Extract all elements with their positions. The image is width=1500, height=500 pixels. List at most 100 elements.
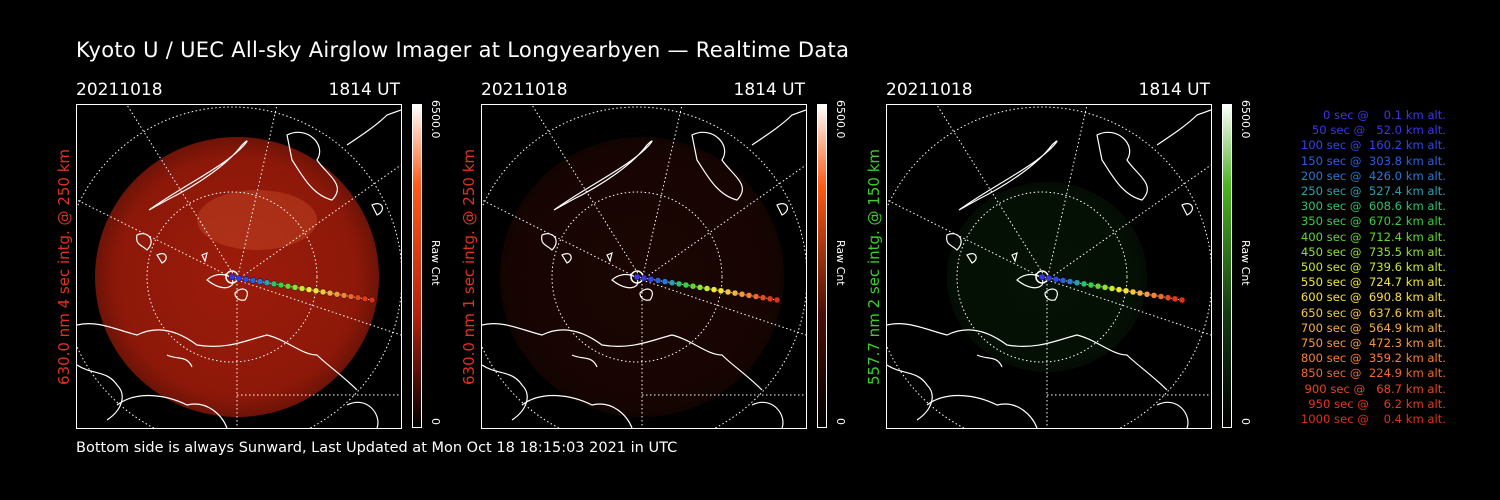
allsky-image [76,104,402,429]
colorbar-unit-label: Raw Cnt [429,240,442,286]
allsky-map-svg [887,105,1211,428]
panel-date: 20211018 [76,80,163,100]
trajectory-point [724,288,732,296]
coordinate-grid [482,105,806,428]
legend-row: 100 sec @ 160.2 km alt. [1297,138,1446,153]
trajectory-point [1094,282,1102,290]
legend-row: 300 sec @ 608.6 km alt. [1297,199,1446,214]
legend-row: 650 sec @ 637.6 km alt. [1297,305,1446,320]
trajectory-point [1157,293,1165,300]
allsky-image [886,104,1212,429]
colorbar-min-label: 0 [429,418,442,425]
trajectory-point [759,294,767,301]
trajectory-track [225,270,376,304]
trajectory-point [1129,288,1137,296]
airglow-bright-patch [197,190,317,250]
colorbar [1222,104,1232,428]
trajectory-point [745,292,753,299]
legend-row: 600 sec @ 690.8 km alt. [1297,290,1446,305]
legend-row: 950 sec @ 6.2 km alt. [1304,396,1446,411]
trajectory-point [354,294,362,301]
trajectory-point [242,276,250,283]
trajectory-point [1150,292,1158,299]
trajectory-point [361,295,369,303]
trajectory-point [1101,284,1109,291]
trajectory-point [1115,286,1123,293]
allsky-map-svg [482,105,806,428]
trajectory-point [1080,280,1088,288]
trajectory-point [298,285,306,292]
coastline-outline [482,109,806,428]
trajectory-point [319,288,327,296]
trajectory-point [305,286,313,293]
colorbar-max-label: 6500.0 [834,100,847,139]
panel-side-label: 630.0 nm 1 sec intg. @ 250 km [459,104,479,430]
trajectory-point [291,284,299,291]
trajectory-point [347,293,355,300]
trajectory-point [326,289,334,297]
allsky-image [481,104,807,429]
trajectory-point [1171,295,1179,303]
trajectory-point [1052,276,1060,283]
legend-row: 700 sec @ 564.9 km alt. [1297,320,1446,335]
coordinate-grid [887,105,1211,428]
trajectory-legend: 0 sec @ 0.1 km alt. 50 sec @ 52.0 km alt… [1262,108,1446,427]
legend-row: 800 sec @ 359.2 km alt. [1297,351,1446,366]
trajectory-point [235,274,243,282]
legend-row: 200 sec @ 426.0 km alt. [1297,168,1446,183]
trajectory-point [682,281,690,289]
trajectory-point [1136,289,1144,297]
legend-row: 900 sec @ 68.7 km alt. [1300,381,1446,396]
panel-557-2sec: 20211018 1814 UT 557.7 nm 2 sec intg. @ … [865,80,1286,430]
trajectory-point [703,285,711,292]
trajectory-point [1066,278,1074,285]
panel-date: 20211018 [481,80,568,100]
trajectory-point [333,291,341,298]
trajectory-point [640,274,648,282]
trajectory-point [661,278,669,285]
trajectory-point [1038,273,1046,281]
trajectory-point [1059,277,1067,284]
colorbar-max-label: 6500.0 [429,100,442,139]
legend-row: 150 sec @ 303.8 km alt. [1297,153,1446,168]
trajectory-point [1178,296,1186,304]
coastline-outline [77,109,401,428]
legend-row: 0 sec @ 0.1 km alt. [1311,108,1446,122]
panel-630-4sec: 20211018 1814 UT 630.0 nm 4 sec intg. @ … [55,80,476,430]
panel-date: 20211018 [886,80,973,100]
trajectory-point [1073,279,1081,286]
trajectory-point [1122,287,1130,295]
trajectory-track [1035,270,1186,304]
colorbar-min-label: 0 [834,418,847,425]
colorbar-unit-label: Raw Cnt [1239,240,1252,286]
legend-row: 850 sec @ 224.9 km alt. [1297,366,1446,381]
trajectory-point [256,278,264,285]
panel-side-label: 630.0 nm 4 sec intg. @ 250 km [54,104,74,430]
trajectory-point [1164,294,1172,301]
page-title: Kyoto U / UEC All-sky Airglow Imager at … [76,38,850,62]
trajectory-point [696,284,704,291]
trajectory-point [654,277,662,284]
wavelength-label: 630.0 nm 1 sec intg. @ 250 km [460,148,478,386]
trajectory-point [263,279,271,286]
trajectory-point [752,293,760,300]
trajectory-point [284,282,292,290]
trajectory-point [1108,285,1116,292]
trajectory-point [675,280,683,288]
legend-row: 500 sec @ 739.6 km alt. [1297,260,1446,275]
panel-time: 1814 UT [733,80,806,100]
coordinate-grid [77,105,401,428]
panel-630-1sec: 20211018 1814 UT 630.0 nm 1 sec intg. @ … [460,80,881,430]
allsky-map-svg [77,105,401,428]
trajectory-point [731,289,739,297]
trajectory-point [738,291,746,298]
panel-time: 1814 UT [1138,80,1211,100]
colorbar [817,104,827,428]
colorbar-min-label: 0 [1239,418,1252,425]
trajectory-point [312,287,320,295]
trajectory-point [668,279,676,286]
wavelength-label: 557.7 nm 2 sec intg. @ 150 km [865,148,883,386]
legend-row: 1000 sec @ 0.4 km alt. [1300,412,1446,427]
coastline-outline [887,109,1211,428]
trajectory-point [710,286,718,293]
